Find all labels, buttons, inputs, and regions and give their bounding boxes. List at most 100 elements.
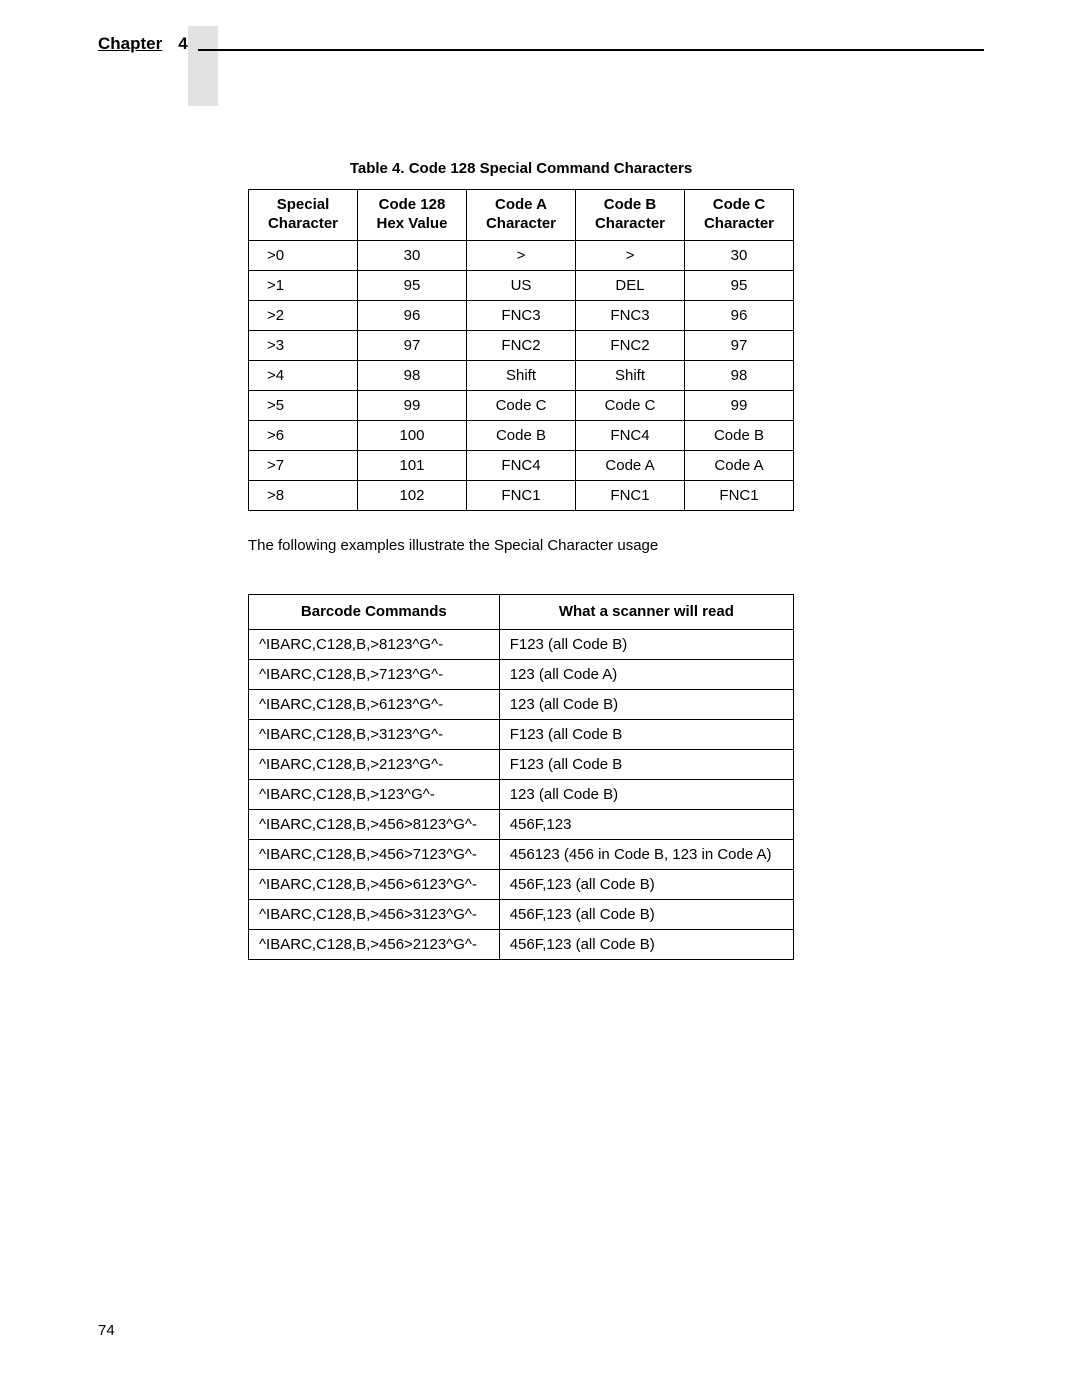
table1-cell: Shift — [467, 360, 576, 390]
table-row: ^IBARC,C128,B,>456>2123^G^-456F,123 (all… — [249, 930, 794, 960]
table2-cell: ^IBARC,C128,B,>2123^G^- — [249, 750, 500, 780]
table2-cell: 456F,123 — [499, 810, 793, 840]
table1-cell: Code C — [467, 390, 576, 420]
table1-cell: FNC1 — [685, 480, 794, 510]
table1-cell: >1 — [249, 270, 358, 300]
table2-cell: ^IBARC,C128,B,>6123^G^- — [249, 690, 500, 720]
table-row: ^IBARC,C128,B,>6123^G^-123 (all Code B) — [249, 690, 794, 720]
chapter-header: Chapter 4 — [98, 32, 984, 54]
table-row: ^IBARC,C128,B,>456>3123^G^-456F,123 (all… — [249, 900, 794, 930]
chapter-number: 4 — [170, 34, 197, 54]
table1-cell: FNC3 — [467, 300, 576, 330]
table2-cell: 456F,123 (all Code B) — [499, 930, 793, 960]
table2-cell: 456F,123 (all Code B) — [499, 900, 793, 930]
table1-cell: 100 — [358, 420, 467, 450]
table1-cell: 96 — [685, 300, 794, 330]
table1-cell: > — [467, 240, 576, 270]
table1-cell: 95 — [685, 270, 794, 300]
table2-cell: ^IBARC,C128,B,>3123^G^- — [249, 720, 500, 750]
page: Chapter 4 Table 4. Code 128 Special Comm… — [0, 0, 1080, 1397]
table1-cell: 98 — [685, 360, 794, 390]
table1-cell: >3 — [249, 330, 358, 360]
table1-cell: FNC2 — [576, 330, 685, 360]
page-number: 74 — [98, 1322, 115, 1339]
table2-cell: ^IBARC,C128,B,>456>2123^G^- — [249, 930, 500, 960]
table1-cell: 99 — [685, 390, 794, 420]
table2-cell: 456123 (456 in Code B, 123 in Code A) — [499, 840, 793, 870]
table-row: ^IBARC,C128,B,>3123^G^-F123 (all Code B — [249, 720, 794, 750]
table1-cell: 95 — [358, 270, 467, 300]
table1-cell: 101 — [358, 450, 467, 480]
table1-cell: Code B — [685, 420, 794, 450]
table-row: >8102FNC1FNC1FNC1 — [249, 480, 794, 510]
table1-cell: FNC4 — [467, 450, 576, 480]
table1-cell: 96 — [358, 300, 467, 330]
table1-cell: 30 — [358, 240, 467, 270]
table1-cell: FNC1 — [576, 480, 685, 510]
table-row: ^IBARC,C128,B,>456>7123^G^-456123 (456 i… — [249, 840, 794, 870]
table2-cell: ^IBARC,C128,B,>8123^G^- — [249, 630, 500, 660]
table-row: >599Code CCode C99 — [249, 390, 794, 420]
table1-cell: FNC3 — [576, 300, 685, 330]
table1-cell: FNC4 — [576, 420, 685, 450]
table1-cell: 30 — [685, 240, 794, 270]
table1-col-header: Code 128Hex Value — [358, 190, 467, 241]
table1-cell: >6 — [249, 420, 358, 450]
table1-cell: DEL — [576, 270, 685, 300]
table1-col-header: Code CCharacter — [685, 190, 794, 241]
table2-cell: ^IBARC,C128,B,>7123^G^- — [249, 660, 500, 690]
table-row: >7101FNC4Code ACode A — [249, 450, 794, 480]
header-rule — [198, 49, 984, 51]
table1-cell: 97 — [358, 330, 467, 360]
table1-cell: 99 — [358, 390, 467, 420]
table1-header-row: SpecialCharacterCode 128Hex ValueCode AC… — [249, 190, 794, 241]
table2-cell: 123 (all Code B) — [499, 690, 793, 720]
table2-cell: ^IBARC,C128,B,>456>3123^G^- — [249, 900, 500, 930]
table2-cell: 123 (all Code B) — [499, 780, 793, 810]
chapter-label: Chapter — [98, 34, 170, 54]
table1-cell: Code C — [576, 390, 685, 420]
table1-cell: 102 — [358, 480, 467, 510]
table1-col-header: Code ACharacter — [467, 190, 576, 241]
table-row: >296FNC3FNC396 — [249, 300, 794, 330]
table1-cell: >5 — [249, 390, 358, 420]
table-barcode-examples: Barcode CommandsWhat a scanner will read… — [248, 594, 794, 961]
table2-col-header: Barcode Commands — [249, 594, 500, 630]
table2-cell: 456F,123 (all Code B) — [499, 870, 793, 900]
table-code128-special-chars: SpecialCharacterCode 128Hex ValueCode AC… — [248, 189, 794, 511]
table-row: ^IBARC,C128,B,>8123^G^-F123 (all Code B) — [249, 630, 794, 660]
table1-cell: FNC2 — [467, 330, 576, 360]
table2-col-header: What a scanner will read — [499, 594, 793, 630]
table1-cell: Code B — [467, 420, 576, 450]
table1-cell: >8 — [249, 480, 358, 510]
table-row: ^IBARC,C128,B,>123^G^-123 (all Code B) — [249, 780, 794, 810]
table2-header-row: Barcode CommandsWhat a scanner will read — [249, 594, 794, 630]
table1-cell: 97 — [685, 330, 794, 360]
content-area: Table 4. Code 128 Special Command Charac… — [248, 160, 794, 960]
table2-cell: ^IBARC,C128,B,>456>7123^G^- — [249, 840, 500, 870]
table-row: ^IBARC,C128,B,>2123^G^-F123 (all Code B — [249, 750, 794, 780]
table-row: >195USDEL95 — [249, 270, 794, 300]
table2-cell: F123 (all Code B — [499, 750, 793, 780]
table1-cell: Code A — [685, 450, 794, 480]
table2-cell: ^IBARC,C128,B,>123^G^- — [249, 780, 500, 810]
table-row: >397FNC2FNC297 — [249, 330, 794, 360]
table-row: >030>>30 — [249, 240, 794, 270]
table1-cell: >4 — [249, 360, 358, 390]
table1-cell: >2 — [249, 300, 358, 330]
table1-col-header: SpecialCharacter — [249, 190, 358, 241]
table1-cell: Shift — [576, 360, 685, 390]
table1-cell: >0 — [249, 240, 358, 270]
table1-cell: US — [467, 270, 576, 300]
table1-cell: Code A — [576, 450, 685, 480]
table-row: ^IBARC,C128,B,>456>6123^G^-456F,123 (all… — [249, 870, 794, 900]
table1-cell: FNC1 — [467, 480, 576, 510]
table1-col-header: Code BCharacter — [576, 190, 685, 241]
table1-cell: 98 — [358, 360, 467, 390]
table2-cell: F123 (all Code B) — [499, 630, 793, 660]
table2-cell: F123 (all Code B — [499, 720, 793, 750]
table2-cell: ^IBARC,C128,B,>456>6123^G^- — [249, 870, 500, 900]
table-row: >6100Code BFNC4Code B — [249, 420, 794, 450]
table1-cell: >7 — [249, 450, 358, 480]
table-row: ^IBARC,C128,B,>456>8123^G^-456F,123 — [249, 810, 794, 840]
